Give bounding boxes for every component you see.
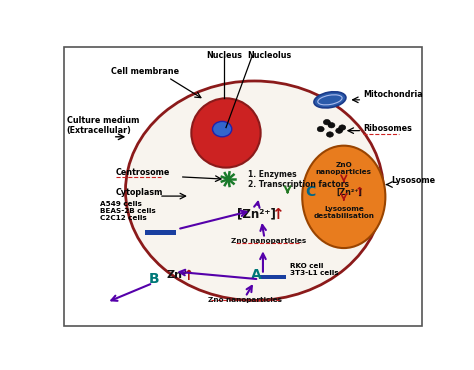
Circle shape: [226, 176, 231, 182]
Ellipse shape: [336, 128, 343, 133]
Text: Cell membrane: Cell membrane: [111, 67, 179, 75]
Ellipse shape: [323, 120, 330, 125]
Bar: [259, 275, 286, 279]
Text: ZnO
nanoparticles: ZnO nanoparticles: [316, 162, 372, 175]
Text: B: B: [149, 272, 160, 286]
Text: ↑: ↑: [272, 207, 284, 222]
Text: C: C: [306, 185, 316, 199]
Text: A: A: [251, 268, 262, 282]
FancyBboxPatch shape: [64, 47, 422, 326]
Text: Mitochondria: Mitochondria: [363, 90, 423, 99]
Ellipse shape: [327, 132, 333, 137]
Ellipse shape: [212, 121, 232, 137]
Text: Zno nanoparticles: Zno nanoparticles: [208, 297, 282, 303]
Ellipse shape: [314, 92, 346, 108]
Text: Cytoplasm: Cytoplasm: [116, 188, 163, 196]
Ellipse shape: [302, 146, 385, 248]
Text: RKO cell
3T3-L1 cells: RKO cell 3T3-L1 cells: [290, 263, 338, 276]
Ellipse shape: [339, 125, 346, 130]
Text: Ribosomes: Ribosomes: [363, 124, 412, 132]
Ellipse shape: [317, 127, 324, 132]
Text: Nucleolus: Nucleolus: [247, 51, 292, 60]
Ellipse shape: [126, 81, 383, 300]
Text: Zn²⁺: Zn²⁺: [167, 270, 193, 280]
Text: Centrosome: Centrosome: [116, 168, 170, 177]
Text: 1. Enzymes
2. Transcription factors: 1. Enzymes 2. Transcription factors: [247, 170, 348, 189]
Text: ZnO nanoparticles: ZnO nanoparticles: [231, 238, 306, 245]
Text: Lysosome: Lysosome: [392, 176, 436, 185]
Text: ↑: ↑: [355, 187, 364, 197]
Text: Culture medium
(Extracellular): Culture medium (Extracellular): [66, 115, 139, 135]
Text: [Zn²⁺]: [Zn²⁺]: [237, 208, 276, 221]
Circle shape: [191, 98, 261, 168]
Ellipse shape: [328, 122, 335, 128]
Text: ↑: ↑: [182, 269, 194, 283]
Text: [Zn²⁺]: [Zn²⁺]: [336, 188, 362, 196]
Bar: [145, 230, 176, 235]
Text: Nucleus: Nucleus: [207, 51, 242, 60]
Text: A549 cells
BEAS-2B cells
C2C12 cells: A549 cells BEAS-2B cells C2C12 cells: [100, 201, 156, 221]
Text: Lysosome
destabilisation: Lysosome destabilisation: [313, 206, 374, 219]
